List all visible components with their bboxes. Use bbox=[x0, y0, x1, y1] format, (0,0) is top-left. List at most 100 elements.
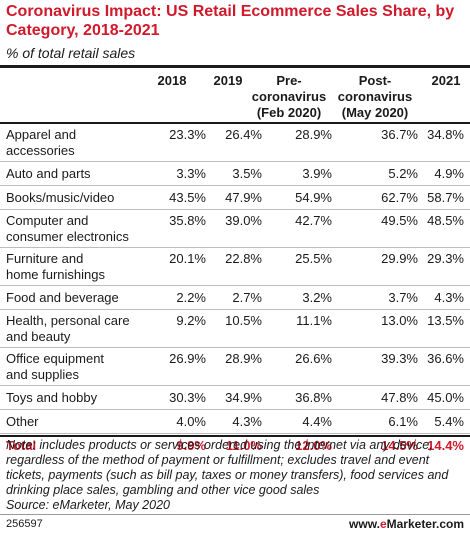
column-header: 2021 bbox=[391, 73, 470, 89]
cell-value: 9.2% bbox=[176, 313, 206, 328]
row-label-line: consumer electronics bbox=[6, 228, 129, 244]
cell-value: 35.8% bbox=[169, 213, 206, 228]
row-label-line: Books/music/video bbox=[6, 189, 115, 205]
chart-subtitle: % of total retail sales bbox=[6, 45, 136, 61]
cell-value: 29.3% bbox=[427, 251, 464, 266]
cell-value: 20.1% bbox=[169, 251, 206, 266]
cell-value: 4.4% bbox=[302, 413, 332, 429]
cell-value: 28.9% bbox=[295, 127, 332, 142]
row-label: Food and beverage bbox=[6, 290, 119, 306]
cell-value: 23.3% bbox=[169, 127, 206, 142]
row-label-line: Total bbox=[6, 437, 37, 453]
chart-title: Coronavirus Impact: US Retail Ecommerce … bbox=[6, 3, 455, 39]
cell-value: 3.5% bbox=[232, 165, 262, 181]
cell-value: 10.5% bbox=[225, 313, 262, 328]
cell-value: 2.2% bbox=[176, 289, 206, 305]
footer-rule bbox=[0, 514, 470, 515]
column-header-line: coronavirus bbox=[251, 89, 327, 104]
table-row: Apparel and accessories 23.3% 26.4% 28.9% 36.… bbox=[0, 124, 470, 162]
cell-value: 39.3% bbox=[381, 351, 418, 366]
cell-value: 5.4% bbox=[434, 413, 464, 429]
total-row: Total 9.9% 11.0% 12.0% 14.5% 14.4% bbox=[0, 434, 470, 457]
cell-value: 11.1% bbox=[296, 313, 332, 328]
row-label-line: Auto and parts bbox=[6, 165, 91, 181]
cell-value: 22.8% bbox=[225, 251, 262, 266]
brand-prefix: www. bbox=[349, 517, 380, 531]
column-header: 2018 bbox=[117, 73, 227, 89]
cell-value: 34.9% bbox=[225, 389, 262, 405]
row-label: Other bbox=[6, 414, 39, 430]
cell-value: 3.3% bbox=[176, 165, 206, 181]
cell-value: 36.6% bbox=[427, 351, 464, 366]
row-label: Health, personal care and beauty bbox=[6, 313, 130, 345]
table-row: Food and beverage 2.2% 2.7% 3.2% 3.7% 4.3% bbox=[0, 286, 470, 310]
cell-value: 62.7% bbox=[381, 189, 418, 205]
cell-value: 45.0% bbox=[427, 389, 464, 405]
cell-value: 28.9% bbox=[225, 351, 262, 366]
column-header-line: (May 2020) bbox=[341, 105, 409, 120]
brand-rest: Marketer.com bbox=[386, 517, 464, 531]
row-label: Toys and hobby bbox=[6, 390, 97, 406]
row-label: Auto and parts bbox=[6, 166, 91, 182]
cell-value: 26.6% bbox=[295, 351, 332, 366]
cell-value: 36.7% bbox=[381, 127, 418, 142]
column-header-line: 2018 bbox=[157, 73, 187, 88]
cell-value: 25.5% bbox=[295, 251, 332, 266]
brand-logo[interactable]: www.eMarketer.com bbox=[349, 517, 464, 531]
cell-value: 58.7% bbox=[427, 189, 464, 205]
cell-value: 36.8% bbox=[295, 389, 332, 405]
cell-value: 14.4% bbox=[427, 437, 464, 453]
row-label-line: and beauty bbox=[6, 328, 71, 344]
column-header-line: Post- bbox=[358, 73, 392, 88]
cell-value: 47.8% bbox=[381, 389, 418, 405]
column-header-line: 2019 bbox=[213, 73, 243, 88]
row-label-line: and supplies bbox=[6, 366, 79, 382]
cell-value: 54.9% bbox=[295, 189, 332, 205]
bottom-rule bbox=[0, 435, 470, 437]
cell-value: 26.4% bbox=[225, 127, 262, 142]
row-label: Apparel and accessories bbox=[6, 127, 76, 159]
cell-value: 4.0% bbox=[176, 413, 206, 429]
cell-value: 3.9% bbox=[302, 165, 332, 181]
cell-value: 39.0% bbox=[225, 213, 262, 228]
footnote: Note: includes products or services orde… bbox=[6, 438, 466, 513]
row-label-line: Apparel and bbox=[6, 126, 77, 142]
note-text: Note: includes products or services orde… bbox=[6, 438, 449, 497]
row-label-line: accessories bbox=[6, 142, 75, 158]
source-text: Source: eMarketer, May 2020 bbox=[6, 498, 170, 512]
cell-value: 3.2% bbox=[302, 289, 332, 305]
cell-value: 14.5% bbox=[381, 437, 418, 453]
header-rule bbox=[0, 122, 470, 124]
row-label: Books/music/video bbox=[6, 190, 114, 206]
table-row: Health, personal care and beauty 9.2% 10.5%… bbox=[0, 310, 470, 348]
column-header: Pre-coronavirus (Feb 2020) bbox=[234, 73, 344, 121]
column-header: 2019 bbox=[173, 73, 283, 89]
cell-value: 13.5% bbox=[427, 313, 464, 328]
cell-value: 42.7% bbox=[295, 213, 332, 228]
cell-value: 48.5% bbox=[427, 213, 464, 228]
cell-value: 4.3% bbox=[434, 289, 464, 305]
table-row: Computer and consumer electronics 35.8% 39.… bbox=[0, 210, 470, 248]
row-label-line: Toys and hobby bbox=[6, 389, 98, 405]
table-row: Other 4.0% 4.3% 4.4% 6.1% 5.4% bbox=[0, 410, 470, 434]
table-row: Toys and hobby 30.3% 34.9% 36.8% 47.8% 45.0% bbox=[0, 386, 470, 410]
row-label-line: Other bbox=[6, 413, 39, 429]
chart-id: 256597 bbox=[6, 518, 43, 530]
row-label-line: Furniture and bbox=[6, 250, 84, 266]
cell-value: 11.0% bbox=[225, 437, 262, 453]
column-header-line: (Feb 2020) bbox=[256, 105, 322, 120]
cell-value: 47.9% bbox=[225, 189, 262, 205]
brand-e: e bbox=[379, 517, 387, 531]
cell-value: 34.8% bbox=[427, 127, 464, 142]
cell-value: 5.2% bbox=[388, 165, 418, 181]
cell-value: 26.9% bbox=[169, 351, 206, 366]
table-row: Furniture and home furnishings 20.1% 22.8% 2… bbox=[0, 248, 470, 286]
cell-value: 49.5% bbox=[381, 213, 418, 228]
cell-value: 3.7% bbox=[388, 289, 418, 305]
row-label: Computer and consumer electronics bbox=[6, 213, 129, 245]
row-label-line: Health, personal care bbox=[6, 312, 130, 328]
cell-value: 2.7% bbox=[232, 289, 262, 305]
cell-value: 4.9% bbox=[434, 165, 464, 181]
cell-value: 6.1% bbox=[388, 413, 418, 429]
